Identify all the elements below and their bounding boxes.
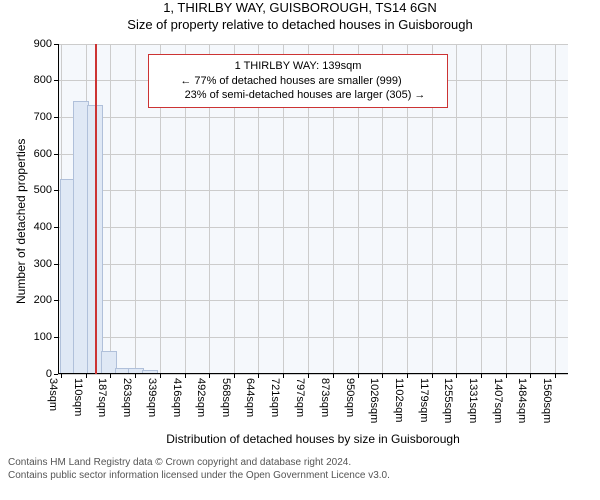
ytick-label: 300	[34, 258, 58, 270]
xtick-mark	[209, 374, 210, 378]
annotation-line3: 23% of semi-detached houses are larger (…	[185, 88, 412, 103]
xtick-mark	[333, 374, 334, 378]
xtick-label: 1255sqm	[442, 378, 454, 423]
gridline-v	[110, 44, 111, 374]
xtick-mark	[283, 374, 284, 378]
xtick-mark	[407, 374, 408, 378]
annotation-line2: 77% of detached houses are smaller (999)	[194, 74, 401, 89]
xtick-mark	[234, 374, 235, 378]
xtick-label: 1484sqm	[516, 378, 528, 423]
x-axis-label: Distribution of detached houses by size …	[58, 432, 568, 446]
xtick-mark	[530, 374, 531, 378]
xtick-mark	[555, 374, 556, 378]
xtick-mark	[258, 374, 259, 378]
chart-title-line1: 1, THIRLBY WAY, GUISBOROUGH, TS14 6GN	[0, 0, 600, 17]
ytick-label: 700	[34, 111, 58, 123]
xtick-label: 797sqm	[294, 378, 306, 417]
xtick-label: 187sqm	[96, 378, 108, 417]
gridline-v	[456, 44, 457, 374]
xtick-label: 492sqm	[195, 378, 207, 417]
xtick-label: 1026sqm	[368, 378, 380, 423]
histogram-chart: 010020030040050060070080090034sqm110sqm1…	[0, 40, 600, 454]
xtick-label: 721sqm	[269, 378, 281, 417]
gridline-v	[530, 44, 531, 374]
xtick-label: 339sqm	[146, 378, 158, 417]
xtick-label: 1407sqm	[492, 378, 504, 423]
xtick-label: 950sqm	[344, 378, 356, 417]
gridline-v	[506, 44, 507, 374]
ytick-label: 800	[34, 74, 58, 86]
xtick-label: 644sqm	[244, 378, 256, 417]
ytick-label: 100	[34, 331, 58, 343]
footer-line1: Contains HM Land Registry data © Crown c…	[8, 456, 592, 469]
xtick-mark	[86, 374, 87, 378]
gridline-v	[555, 44, 556, 374]
xtick-mark	[382, 374, 383, 378]
xtick-label: 1102sqm	[393, 378, 405, 422]
xtick-mark	[358, 374, 359, 378]
annotation-line1: 1 THIRLBY WAY: 139sqm	[157, 59, 439, 74]
xtick-mark	[61, 374, 62, 378]
xtick-mark	[308, 374, 309, 378]
xtick-mark	[135, 374, 136, 378]
ytick-label: 500	[34, 184, 58, 196]
property-marker-line	[95, 44, 97, 374]
xtick-label: 1331sqm	[467, 378, 479, 423]
xtick-label: 1179sqm	[418, 378, 430, 422]
footer: Contains HM Land Registry data © Crown c…	[0, 454, 600, 482]
gridline-v	[481, 44, 482, 374]
xtick-mark	[110, 374, 111, 378]
xtick-mark	[432, 374, 433, 378]
xtick-mark	[185, 374, 186, 378]
plot-area: 010020030040050060070080090034sqm110sqm1…	[58, 44, 568, 374]
xtick-label: 34sqm	[47, 378, 59, 411]
ytick-label: 900	[34, 38, 58, 50]
xtick-mark	[481, 374, 482, 378]
x-axis-line	[58, 373, 568, 374]
gridline-v	[135, 44, 136, 374]
xtick-label: 416sqm	[171, 378, 183, 417]
annotation-box: 1 THIRLBY WAY: 139sqm77% of detached hou…	[148, 54, 448, 109]
y-axis-line	[58, 44, 59, 374]
xtick-mark	[160, 374, 161, 378]
xtick-label: 110sqm	[72, 378, 84, 416]
xtick-label: 568sqm	[220, 378, 232, 417]
xtick-label: 263sqm	[121, 378, 133, 417]
footer-line2: Contains public sector information licen…	[8, 469, 592, 482]
xtick-label: 873sqm	[319, 378, 331, 417]
ytick-label: 200	[34, 294, 58, 306]
chart-title-line2: Size of property relative to detached ho…	[0, 17, 600, 34]
xtick-label: 1560sqm	[541, 378, 553, 423]
ytick-label: 600	[34, 148, 58, 160]
xtick-mark	[506, 374, 507, 378]
ytick-label: 400	[34, 221, 58, 233]
y-axis-label: Number of detached properties	[14, 138, 28, 303]
xtick-mark	[456, 374, 457, 378]
